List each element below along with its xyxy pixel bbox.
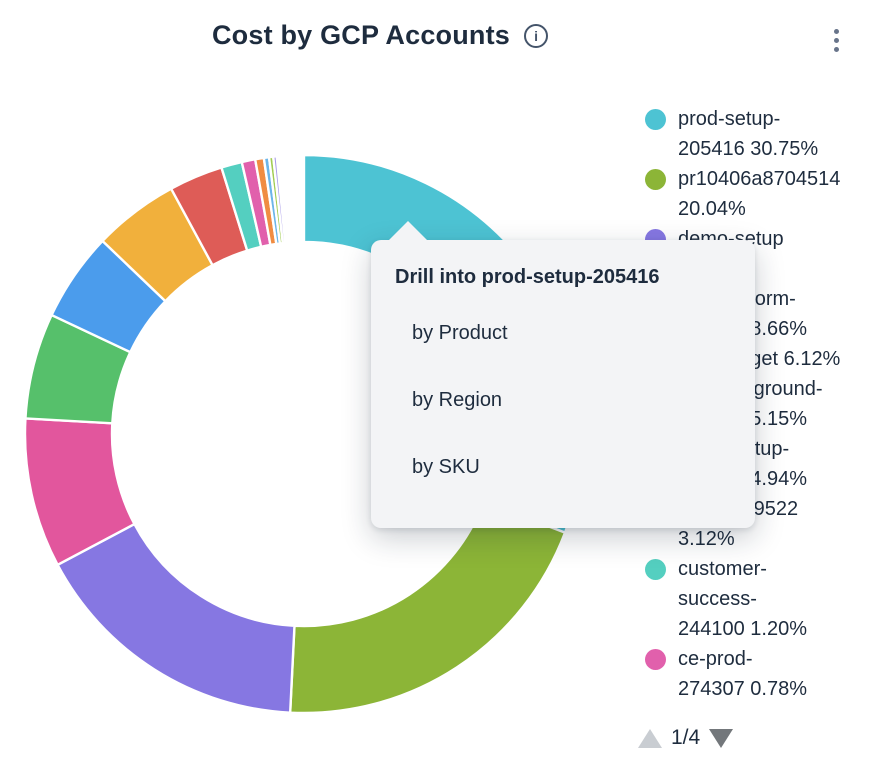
page-indicator: 1/4	[671, 726, 701, 749]
legend-item[interactable]: ce-prod- 274307 0.78%	[640, 644, 890, 704]
legend-item[interactable]: pr10406a8704514 20.04%	[640, 164, 890, 224]
donut-segment[interactable]: demo-setup 16.44%	[55, 522, 296, 714]
legend-swatch	[645, 109, 666, 130]
kebab-dot	[834, 47, 839, 52]
legend-item[interactable]: prod-setup- 205416 30.75%	[640, 104, 890, 164]
page-up-icon[interactable]	[638, 728, 662, 748]
kebab-dot	[834, 29, 839, 34]
donut-segment[interactable]: pr10406a8704514 20.04%	[288, 500, 567, 715]
legend-swatch	[645, 559, 666, 580]
legend-label: customer- success- 244100 1.20%	[678, 558, 808, 640]
kebab-menu-icon[interactable]	[831, 26, 842, 55]
drill-by-sku[interactable]: by SKU	[412, 456, 480, 478]
legend-swatch	[645, 169, 666, 190]
donut-segment[interactable]: small-account-4 0.2%	[271, 155, 287, 245]
legend-swatch	[645, 649, 666, 670]
drilldown-popup: Drill into prod-setup-205416 by Product …	[371, 221, 755, 528]
chart-header: Cost by GCP Accounts i	[0, 20, 760, 51]
legend-label: pr10406a8704514 20.04%	[678, 168, 841, 220]
legend-label: ce-prod- 274307 0.78%	[678, 648, 808, 700]
page-down-icon[interactable]	[709, 728, 734, 748]
drill-by-region[interactable]: by Region	[412, 389, 503, 411]
chart-title: Cost by GCP Accounts	[211, 20, 511, 50]
legend-label: prod-setup- 205416 30.75%	[678, 108, 819, 160]
popup-title: Drill into prod-setup-205416	[395, 266, 660, 288]
legend-item[interactable]: customer- success- 244100 1.20%	[640, 554, 890, 644]
popup-caret	[388, 221, 428, 241]
info-icon[interactable]: i	[524, 23, 549, 48]
legend-pagination: 1/4	[638, 726, 734, 750]
drill-by-product[interactable]: by Product	[412, 322, 508, 344]
kebab-dot	[834, 38, 839, 43]
